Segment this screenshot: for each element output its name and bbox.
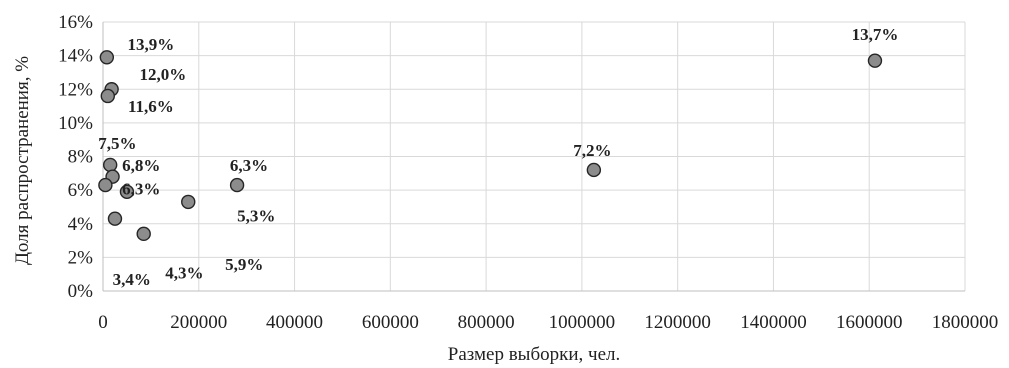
data-label: 4,3% [165, 264, 203, 283]
x-tick-label: 1800000 [932, 312, 999, 333]
tick-labels: 0% 2% 4% 6% 8% 10% 12% 14% 16% 0 200000 400000 60000… [58, 12, 998, 333]
data-label: 6,3% [122, 179, 160, 198]
y-tick-label: 4% [68, 214, 94, 235]
y-tick-label: 12% [58, 79, 93, 100]
x-tick-label: 1600000 [836, 312, 903, 333]
data-labels: 13,9% 12,0% 11,6% 7,5% 6,8% 6,3% 5,9% 4,3% 3,4% 5… [98, 25, 898, 289]
data-point [136, 226, 151, 242]
data-label: 5,9% [225, 255, 263, 274]
x-tick-label: 1400000 [740, 312, 807, 333]
y-tick-label: 16% [58, 12, 93, 33]
grid-lines [103, 21, 966, 291]
data-label: 13,7% [852, 25, 899, 44]
data-point [100, 88, 115, 104]
y-tick-label: 0% [68, 281, 94, 302]
data-label: 11,6% [128, 97, 174, 116]
data-point [229, 177, 245, 193]
data-label: 7,5% [98, 134, 136, 153]
x-tick-label: 1000000 [549, 312, 616, 333]
y-tick-label: 8% [68, 147, 94, 168]
data-label: 12,0% [139, 65, 186, 84]
x-tick-label: 400000 [266, 312, 323, 333]
y-axis-title: Доля распространения, % [12, 56, 33, 265]
data-point [181, 194, 196, 210]
data-point [102, 157, 118, 173]
x-tick-label: 1200000 [644, 312, 711, 333]
data-label: 13,9% [128, 35, 175, 54]
data-label: 7,2% [573, 141, 611, 160]
x-axis-title: Размер выборки, чел. [448, 344, 620, 365]
data-point [119, 184, 135, 200]
y-tick-label: 14% [58, 46, 93, 67]
data-label: 6,8% [122, 156, 160, 175]
data-point [107, 211, 123, 226]
y-tick-label: 6% [68, 180, 94, 201]
axes [102, 22, 965, 292]
data-point [586, 162, 602, 178]
y-tick-label: 10% [58, 113, 93, 134]
data-label: 5,3% [237, 206, 275, 225]
y-tick-label: 2% [68, 247, 94, 268]
data-points [98, 50, 883, 242]
data-point [98, 177, 113, 193]
x-tick-label: 200000 [170, 312, 227, 333]
data-label: 3,4% [113, 270, 151, 289]
x-tick-label: 800000 [458, 312, 515, 333]
x-tick-label: 600000 [362, 312, 419, 333]
data-point [867, 53, 883, 68]
data-point [99, 50, 115, 65]
x-tick-label: 0 [98, 312, 108, 333]
data-label: 6,3% [230, 156, 268, 175]
